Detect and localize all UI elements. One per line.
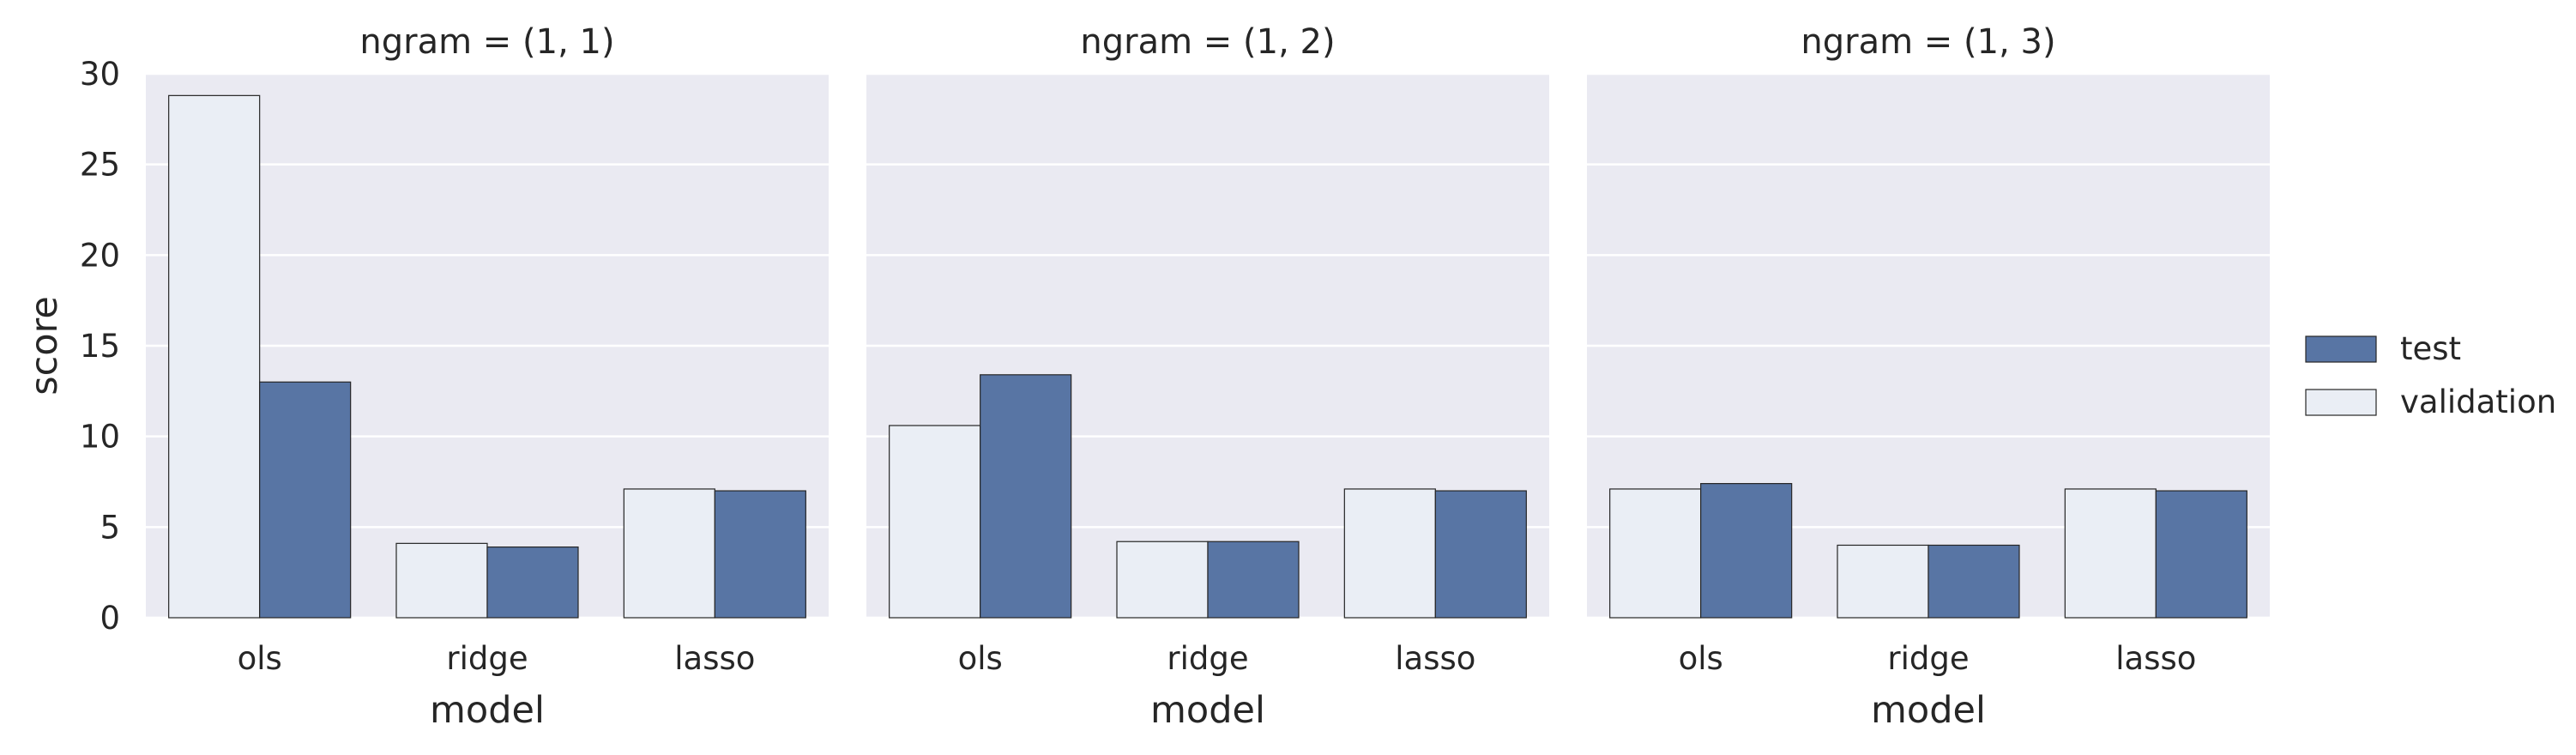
legend-label-validation: validation xyxy=(2400,384,2556,420)
bar-test-lasso xyxy=(2155,490,2247,619)
x-tick-label: ridge xyxy=(1167,640,1248,677)
x-axis-label: model xyxy=(430,689,545,732)
bar-test-ols xyxy=(259,381,352,619)
bar-validation-ols xyxy=(168,94,261,619)
x-tick-label: ols xyxy=(238,640,282,677)
bar-validation-ols xyxy=(1609,488,1702,619)
bar-validation-ridge xyxy=(1837,544,1929,619)
x-tick-label: lasso xyxy=(674,640,755,677)
bar-validation-lasso xyxy=(623,488,715,619)
legend-swatch-test xyxy=(2305,335,2377,363)
bar-test-lasso xyxy=(714,490,806,619)
bar-test-lasso xyxy=(1434,490,1527,619)
x-tick-label: ridge xyxy=(446,640,528,677)
panel-title: ngram = (1, 1) xyxy=(359,22,614,62)
x-tick-label: ols xyxy=(1679,640,1723,677)
x-tick-label: lasso xyxy=(2115,640,2196,677)
bar-test-ridge xyxy=(486,546,579,619)
x-axis-label: model xyxy=(1150,689,1265,732)
legend-swatch-validation xyxy=(2305,389,2377,416)
x-tick-label: ridge xyxy=(1887,640,1969,677)
y-tick-label: 5 xyxy=(100,509,120,546)
y-tick-label: 0 xyxy=(100,600,120,637)
bar-test-ridge xyxy=(1927,544,2020,619)
panel-title: ngram = (1, 3) xyxy=(1801,22,2055,62)
legend-label-test: test xyxy=(2400,330,2461,367)
bar-validation-lasso xyxy=(1343,488,1436,619)
y-tick-label: 20 xyxy=(80,237,120,274)
bar-validation-ridge xyxy=(395,542,488,619)
bar-test-ols xyxy=(1700,483,1793,619)
panel-title: ngram = (1, 2) xyxy=(1080,22,1335,62)
y-tick-label: 10 xyxy=(80,419,120,456)
y-tick-label: 25 xyxy=(80,147,120,184)
bar-validation-lasso xyxy=(2064,488,2157,619)
bar-validation-ridge xyxy=(1116,541,1209,619)
bar-validation-ols xyxy=(889,425,981,619)
y-tick-label: 30 xyxy=(80,56,120,93)
x-axis-label: model xyxy=(1871,689,1986,732)
y-axis-label: score xyxy=(23,296,66,396)
x-tick-label: ols xyxy=(958,640,1003,677)
x-tick-label: lasso xyxy=(1395,640,1475,677)
y-tick-label: 15 xyxy=(80,328,120,365)
bar-test-ridge xyxy=(1207,541,1300,619)
bar-test-ols xyxy=(980,374,1072,619)
